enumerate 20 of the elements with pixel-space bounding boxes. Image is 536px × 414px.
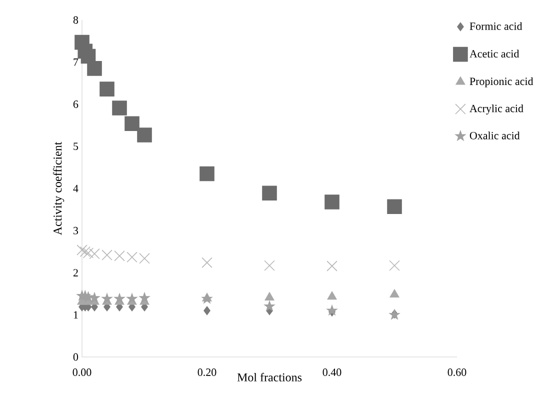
y-tick-label: 0: [73, 353, 78, 361]
y-tick-label: 8: [73, 16, 78, 24]
x-tick-label: 0.20: [198, 368, 216, 376]
y-tick-label: 7: [74, 58, 78, 66]
y-tick-label: 3: [74, 226, 78, 234]
legend-label: Formic acid: [470, 22, 522, 30]
legend-label: Acrylic acid: [470, 104, 524, 114]
x-tick-label: 0.40: [322, 368, 342, 376]
x-axis-title: Mol fractions: [237, 372, 302, 382]
y-tick-label: 5: [74, 142, 78, 150]
x-tick-label: 0.60: [448, 368, 466, 376]
legend-label: Oxalic acid: [470, 132, 520, 140]
x-tick-label: 0.00: [72, 368, 92, 376]
y-axis-title: Activity coefficient: [53, 142, 64, 236]
y-tick-label: 1: [74, 311, 78, 318]
legend-label: Acetic acid: [470, 50, 520, 58]
legend-label: Propionic acid: [470, 77, 534, 88]
y-tick-label: 6: [73, 100, 78, 108]
y-tick-label: 2: [73, 269, 78, 276]
y-tick-label: 4: [73, 184, 78, 192]
